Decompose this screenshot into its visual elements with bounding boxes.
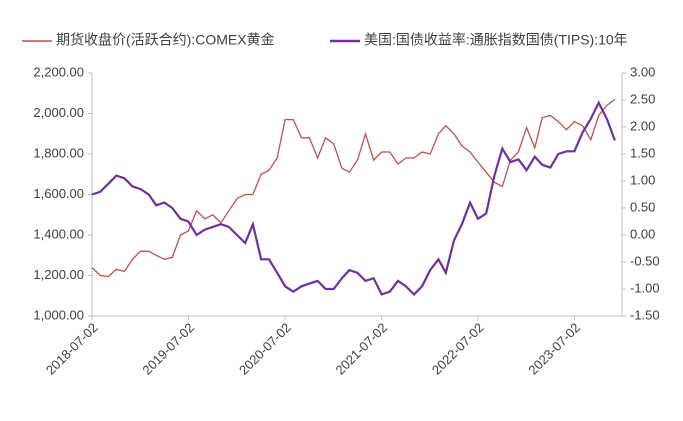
y2-tick-label: 1.50 [630, 145, 655, 160]
x-tick-label: 2018-07-02 [43, 320, 101, 378]
legend-label: 美国:国债收益率:通胀指数国债(TIPS):10年 [364, 32, 628, 48]
x-tick-label: 2019-07-02 [139, 320, 197, 378]
y2-tick-label: -0.50 [630, 253, 660, 268]
y-tick-label: 1,600.00 [33, 186, 84, 201]
x-tick-label: 2023-07-02 [525, 320, 583, 378]
x-tick-label: 2020-07-02 [236, 320, 294, 378]
legend-label: 期货收盘价(活跃合约):COMEX黄金 [56, 32, 275, 48]
y-tick-label: 1,400.00 [33, 226, 84, 241]
x-tick-label: 2021-07-02 [332, 320, 390, 378]
y2-tick-label: 0.50 [630, 199, 655, 214]
series-line [91, 98, 616, 278]
y-tick-label: 1,800.00 [33, 145, 84, 160]
y-tick-label: 1,200.00 [33, 267, 84, 282]
y-tick-label: 2,200.00 [33, 64, 84, 79]
y2-tick-label: 1.00 [630, 172, 655, 187]
y-tick-label: 2,000.00 [33, 105, 84, 120]
y2-tick-label: 2.00 [630, 118, 655, 133]
y2-tick-label: -1.00 [630, 280, 660, 295]
y2-tick-label: 3.00 [630, 64, 655, 79]
y-tick-label: 1,000.00 [33, 307, 84, 322]
series-line [91, 100, 616, 296]
y2-tick-label: 0.00 [630, 226, 655, 241]
x-tick-label: 2022-07-02 [429, 320, 487, 378]
y2-tick-label: -1.50 [630, 307, 660, 322]
y2-tick-label: 2.50 [630, 91, 655, 106]
